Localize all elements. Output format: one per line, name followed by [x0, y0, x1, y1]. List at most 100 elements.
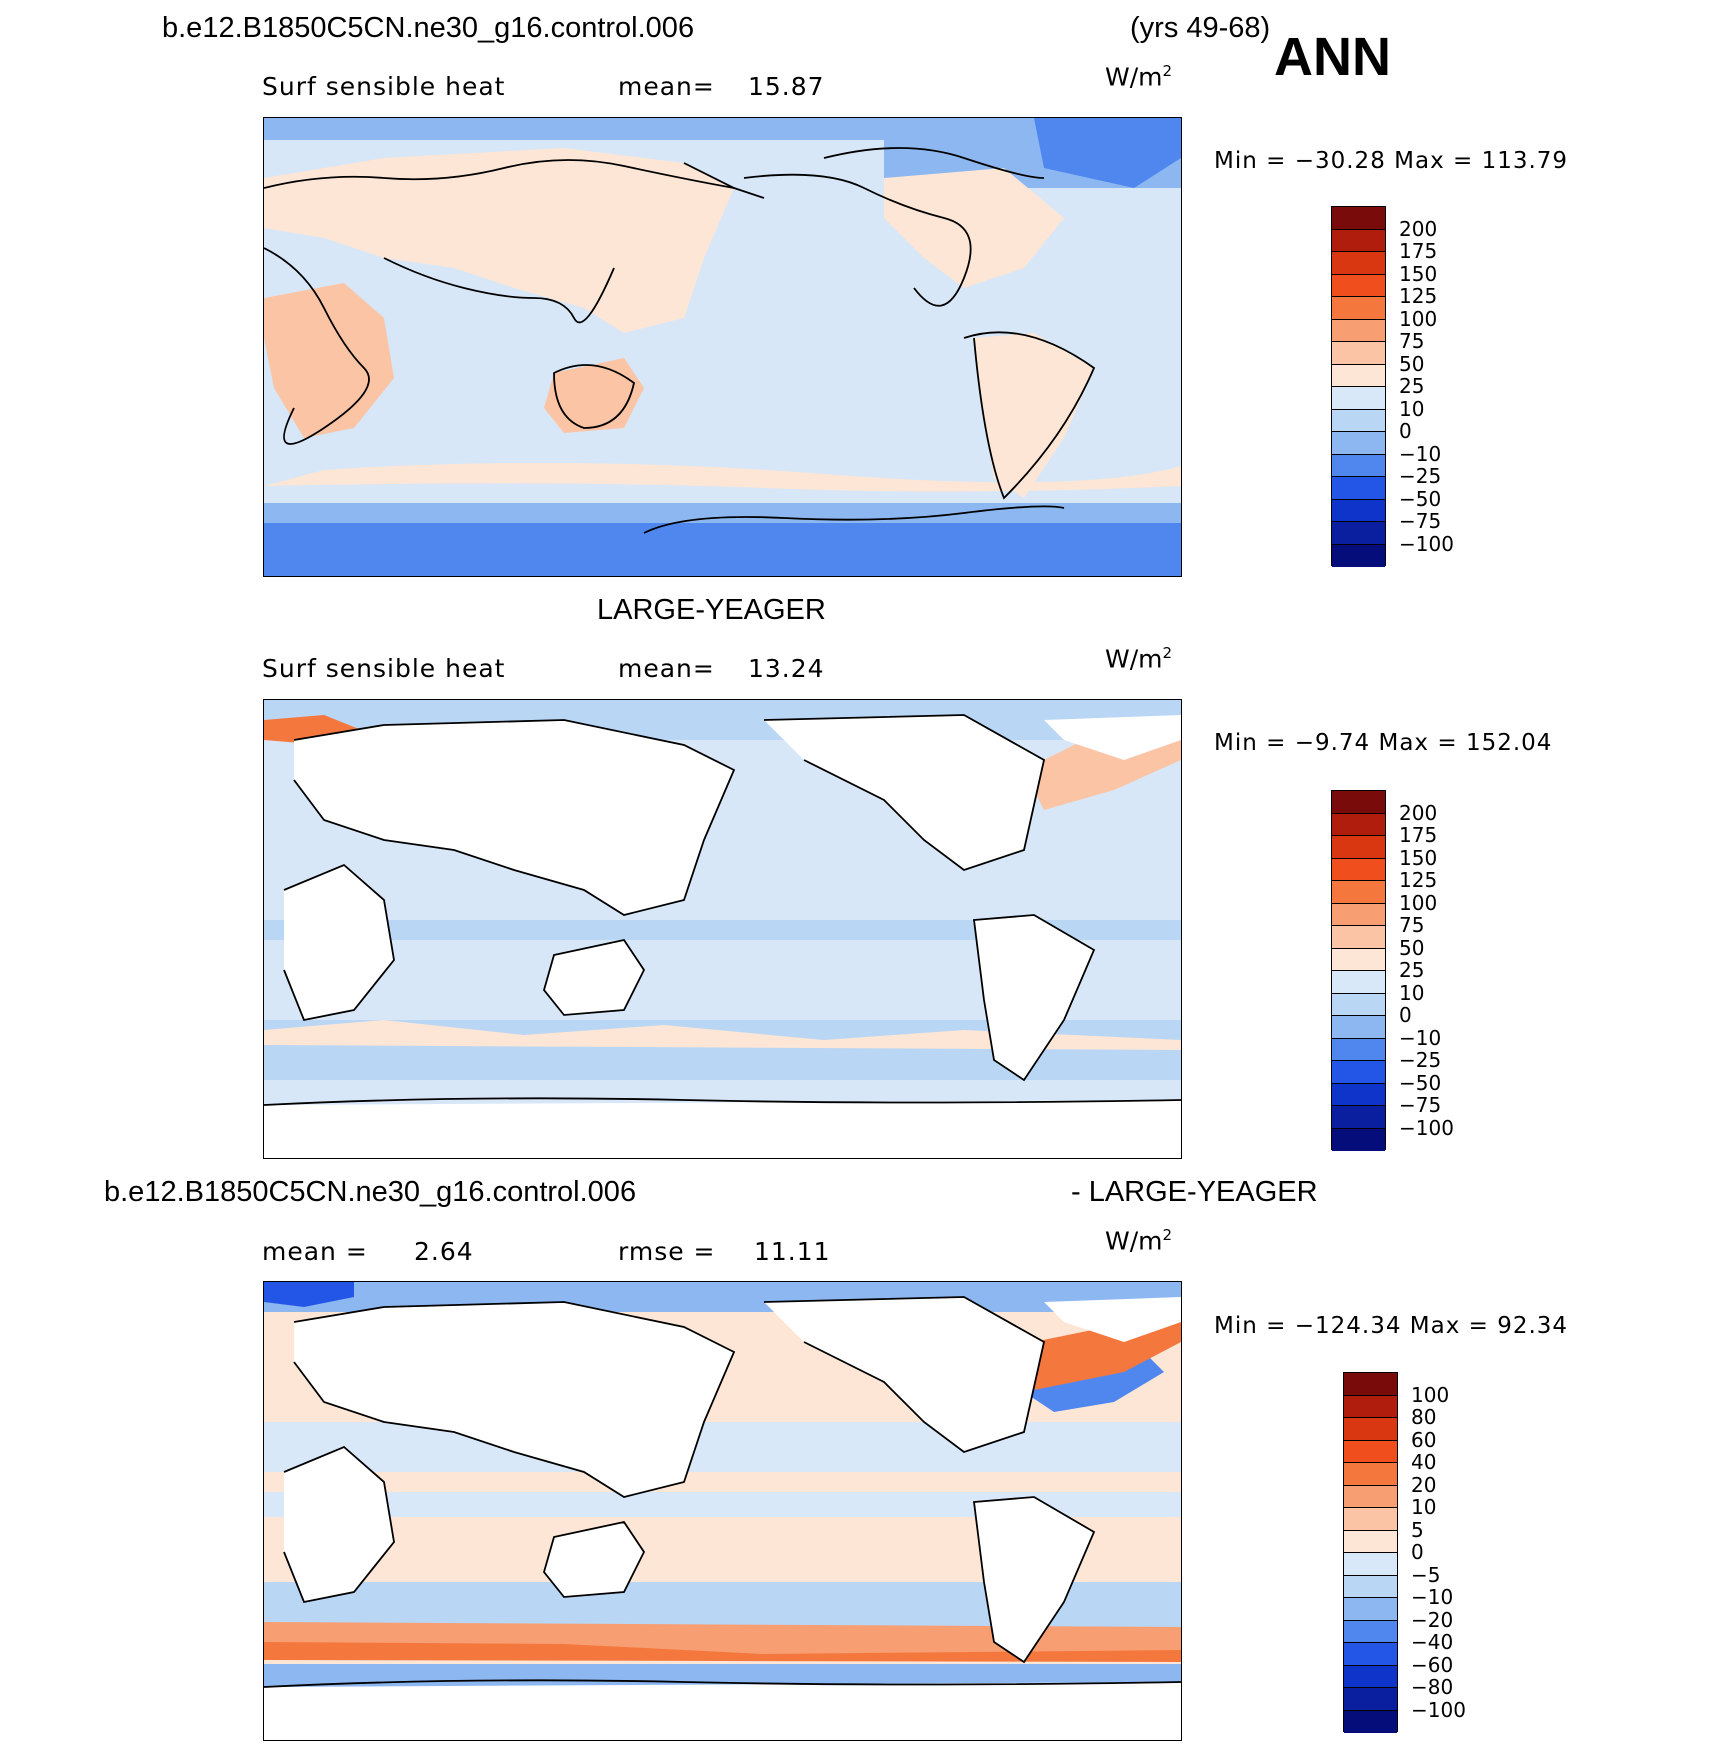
colorbar-level-label: 200	[1399, 800, 1438, 825]
tropics-band	[264, 920, 1181, 940]
map-panel-observations	[263, 699, 1182, 1159]
units-label: W/m2	[1105, 1226, 1173, 1256]
units-label: W/m2	[1105, 644, 1173, 674]
colorbar-swatch	[1344, 1373, 1397, 1396]
southern-ocean-band	[264, 523, 1181, 576]
colorbar-level-label: 25	[1399, 958, 1425, 982]
colorbar-swatch	[1332, 297, 1385, 320]
observations-title: LARGE-YEAGER	[597, 594, 826, 626]
colorbar-swatch	[1332, 229, 1385, 252]
colorbar-swatch	[1344, 1665, 1397, 1688]
colorbar-level-label: −10	[1399, 441, 1442, 466]
colorbar-swatch	[1332, 522, 1385, 545]
colorbar-level-label: 100	[1399, 306, 1438, 331]
colorbar-swatch	[1344, 1440, 1397, 1463]
colorbar-swatch	[1332, 813, 1385, 836]
season-label: ANN	[1274, 27, 1391, 87]
colorbar-swatch	[1332, 1061, 1385, 1084]
colorbar-level-label: 80	[1411, 1405, 1437, 1429]
colorbar-level-label: 75	[1399, 913, 1425, 937]
colorbar-level-label: −10	[1399, 1025, 1442, 1050]
colorbar-swatch	[1332, 903, 1385, 926]
colorbar-swatch	[1332, 364, 1385, 387]
colorbar-level-label: 50	[1399, 351, 1425, 376]
colorbar-level-label: 0	[1411, 1540, 1424, 1564]
colorbar-swatch	[1332, 454, 1385, 477]
colorbar-level-label: −10	[1411, 1585, 1454, 1609]
colorbar-swatch	[1332, 858, 1385, 881]
colorbar-level-label: −20	[1411, 1607, 1454, 1632]
south-america	[974, 333, 1094, 498]
colorbar-swatch	[1332, 948, 1385, 971]
colorbar-level-label: 150	[1399, 261, 1438, 286]
storm-track-warm	[264, 1020, 1181, 1050]
mean-value: 2.64	[414, 1237, 474, 1266]
colorbar-level-label: 10	[1399, 396, 1425, 421]
years-label: (yrs 49-68)	[1130, 12, 1271, 44]
colorbar-model: 200 175 150 125 100 75 50 25 10 0 −10 −25 −50 −75 −100	[1331, 206, 1454, 567]
colorbar-level-label: 25	[1399, 374, 1425, 398]
colorbar-level-label: 10	[1411, 1495, 1437, 1519]
colorbar-difference: 100 80 60 40 20 10 5 0 −5 −10 −20 −40 −60 −80 −100	[1343, 1372, 1466, 1733]
colorbar-level-label: 0	[1399, 419, 1412, 443]
difference-title-left: b.e12.B1850C5CN.ne30_g16.control.006	[104, 1176, 637, 1208]
colorbar-swatch	[1344, 1620, 1397, 1643]
coastlines	[264, 147, 1096, 534]
colorbar-level-label: −25	[1399, 464, 1442, 488]
colorbar-level-label: 20	[1411, 1472, 1437, 1497]
colorbar-level-label: 10	[1399, 980, 1425, 1005]
map-panel-model	[263, 117, 1182, 577]
min-max-label: Min = −9.74 Max = 152.04	[1214, 730, 1553, 756]
colorbar-level-label: 150	[1399, 845, 1438, 870]
mean-value: 13.24	[748, 654, 825, 683]
colorbar-level-label: 75	[1399, 329, 1425, 353]
colorbar-level-label: −75	[1399, 509, 1442, 533]
africa	[264, 283, 394, 438]
colorbar-swatch	[1332, 252, 1385, 275]
colorbar-level-label: −100	[1399, 1115, 1454, 1140]
colorbar-level-label: 50	[1399, 935, 1425, 960]
colorbar-level-label: 125	[1399, 868, 1438, 892]
colorbar-swatch	[1332, 499, 1385, 522]
mean-label: mean=	[618, 654, 715, 683]
colorbar-swatch	[1332, 477, 1385, 500]
greenland-cold	[1034, 118, 1181, 188]
colorbar-swatch	[1344, 1530, 1397, 1553]
colorbar-swatch	[1344, 1643, 1397, 1666]
coastlines	[264, 1296, 1181, 1688]
colorbar-level-label: 60	[1411, 1427, 1437, 1452]
colorbar-level-label: 5	[1411, 1517, 1424, 1542]
colorbar-swatch	[1332, 544, 1385, 567]
colorbar-level-label: −100	[1411, 1697, 1466, 1722]
colorbar-swatch	[1332, 1038, 1385, 1061]
colorbar-swatch	[1332, 387, 1385, 410]
colorbar-swatch	[1344, 1575, 1397, 1598]
colorbar-level-label: −5	[1411, 1562, 1441, 1587]
land-mask	[264, 715, 1181, 1158]
variable-label: Surf sensible heat	[262, 654, 506, 683]
subtropics-cool	[264, 1422, 1181, 1472]
colorbar-swatch	[1344, 1485, 1397, 1508]
north-america	[884, 168, 1064, 288]
southern-ocean-fringe	[264, 503, 1181, 523]
colorbar-swatch	[1332, 993, 1385, 1016]
colorbar-swatch	[1344, 1463, 1397, 1486]
colorbar-swatch	[1344, 1710, 1397, 1733]
colorbar-level-label: −50	[1399, 1070, 1442, 1095]
colorbar-swatch	[1332, 971, 1385, 994]
colorbar-swatch	[1332, 926, 1385, 949]
colorbar-swatch	[1332, 1128, 1385, 1151]
colorbar-swatch	[1332, 881, 1385, 904]
mean-value: 15.87	[748, 72, 825, 101]
land-mask	[264, 1297, 1181, 1740]
colorbar-swatch	[1332, 1106, 1385, 1129]
colorbar-level-label: −50	[1399, 486, 1442, 511]
mean-label: mean=	[618, 72, 715, 101]
min-max-label: Min = −30.28 Max = 113.79	[1214, 148, 1569, 174]
colorbar-level-label: −75	[1399, 1093, 1442, 1117]
colorbar-level-label: 125	[1399, 284, 1438, 308]
colorbar-swatch	[1332, 319, 1385, 342]
colorbar-swatch	[1332, 1016, 1385, 1039]
map-panel-difference	[263, 1281, 1182, 1741]
colorbar-level-label: −25	[1399, 1048, 1442, 1072]
